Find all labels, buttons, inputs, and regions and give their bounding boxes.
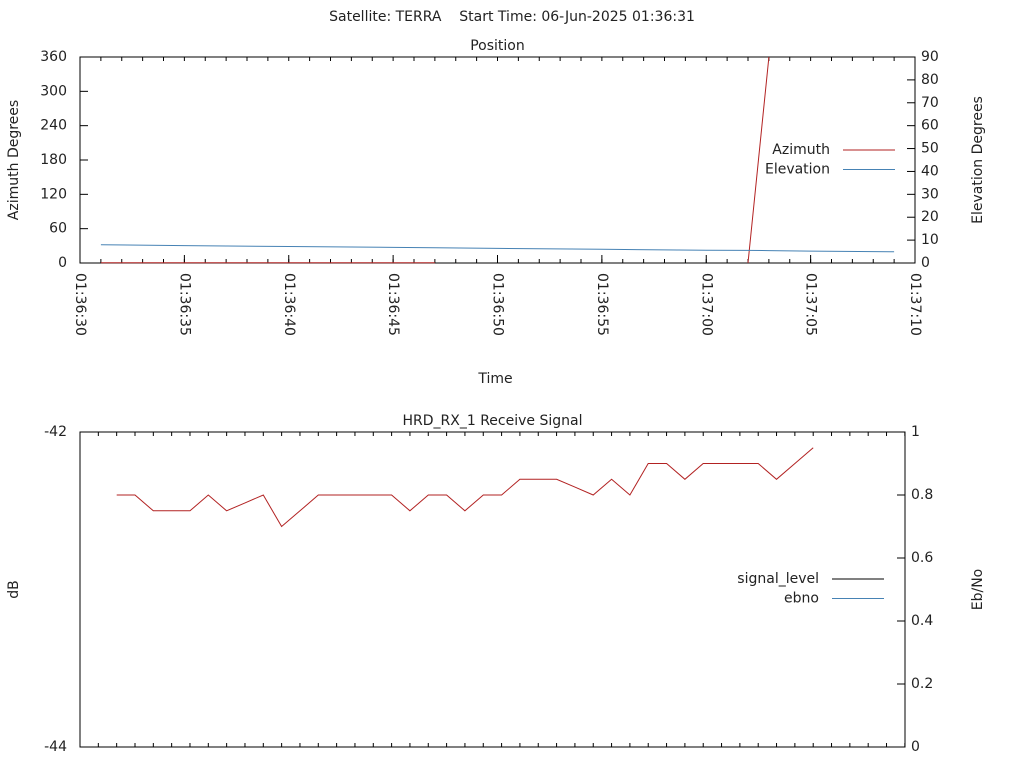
- x-tick-label: 01:36:45: [385, 273, 401, 336]
- y2-tick-label: 30: [921, 186, 939, 202]
- y-tick-label: -44: [44, 739, 67, 755]
- y-tick-label: -42: [44, 424, 67, 440]
- y-tick-label: 0: [58, 255, 67, 271]
- x-tick-label: 01:37:00: [698, 273, 714, 336]
- y2-tick-label: 60: [921, 118, 939, 134]
- y2-tick-label: 0.2: [911, 676, 933, 692]
- y2-tick-label: 0.6: [911, 550, 933, 566]
- plot-frame: [79, 431, 906, 748]
- y2-tick-label: 10: [921, 232, 939, 248]
- y-axis-label: Azimuth Degrees: [6, 100, 22, 220]
- y2-tick-label: 0: [911, 739, 920, 755]
- header: Satellite: TERRA Start Time: 06-Jun-2025…: [329, 9, 695, 25]
- y2-axis-label: Eb/No: [970, 569, 986, 611]
- x-tick-label: 01:37:10: [907, 273, 923, 336]
- x-tick-label: 01:36:50: [490, 273, 506, 336]
- plot-title: HRD_RX_1 Receive Signal: [403, 413, 583, 429]
- y-tick-label: 120: [40, 186, 67, 202]
- y2-tick-label: 80: [921, 72, 939, 88]
- y2-tick-label: 90: [921, 49, 939, 65]
- y2-tick-label: 0: [921, 255, 930, 271]
- legend-label: ebno: [784, 591, 819, 607]
- series-line: [100, 244, 895, 253]
- y2-tick-label: 70: [921, 95, 939, 111]
- y2-tick-label: 50: [921, 141, 939, 157]
- y2-tick-label: 1: [911, 424, 920, 440]
- plot-frame: [79, 56, 916, 264]
- legend-label: Elevation: [765, 162, 830, 178]
- series-line: [100, 56, 770, 264]
- y-tick-label: 300: [40, 83, 67, 99]
- y2-axis-label: Elevation Degrees: [970, 96, 986, 224]
- x-tick-label: 01:36:55: [594, 273, 610, 336]
- y-tick-label: 360: [40, 49, 67, 65]
- x-axis-label: Time: [477, 371, 512, 387]
- series-line: [116, 447, 814, 528]
- legend-label: signal_level: [737, 571, 819, 587]
- y-tick-label: 180: [40, 152, 67, 168]
- y-tick-label: 60: [49, 221, 67, 237]
- plot-title: Position: [470, 38, 525, 54]
- y2-tick-label: 40: [921, 163, 939, 179]
- x-tick-label: 01:36:40: [281, 273, 297, 336]
- legend-label: Azimuth: [772, 142, 830, 158]
- y-tick-label: 240: [40, 118, 67, 134]
- x-tick-label: 01:36:35: [176, 273, 192, 336]
- y-axis-label: dB: [6, 580, 22, 599]
- y2-tick-label: 0.8: [911, 487, 933, 503]
- y2-tick-label: 20: [921, 209, 939, 225]
- x-tick-label: 01:37:05: [803, 273, 819, 336]
- x-tick-label: 01:36:30: [72, 273, 88, 336]
- y2-tick-label: 0.4: [911, 613, 933, 629]
